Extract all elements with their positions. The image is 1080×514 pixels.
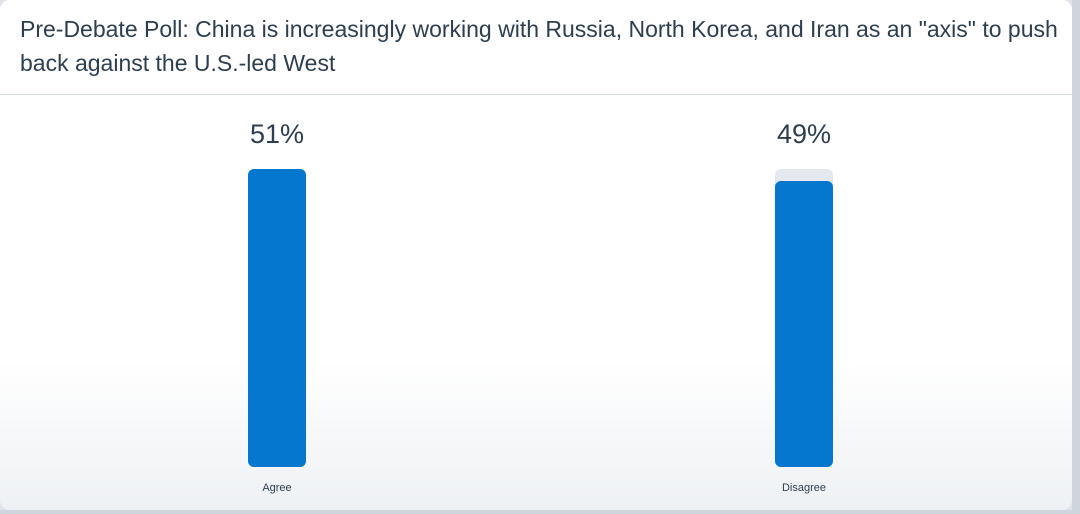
window-edge-bottom bbox=[0, 510, 1080, 514]
category-label-disagree: Disagree bbox=[782, 482, 826, 494]
category-label-agree: Agree bbox=[262, 482, 291, 494]
value-label-agree: 51% bbox=[250, 119, 304, 149]
bar-chart: 51% Agree 49% Disagree bbox=[248, 119, 833, 494]
bar-agree bbox=[248, 169, 306, 467]
bar-disagree bbox=[775, 181, 833, 467]
window-edge-right bbox=[1072, 0, 1080, 514]
page-title: Pre-Debate Poll: China is increasingly w… bbox=[20, 16, 1058, 76]
value-label-disagree: 49% bbox=[777, 119, 831, 149]
title-bar: Pre-Debate Poll: China is increasingly w… bbox=[0, 0, 1072, 95]
chart-area: 51% Agree 49% Disagree bbox=[0, 95, 1072, 510]
